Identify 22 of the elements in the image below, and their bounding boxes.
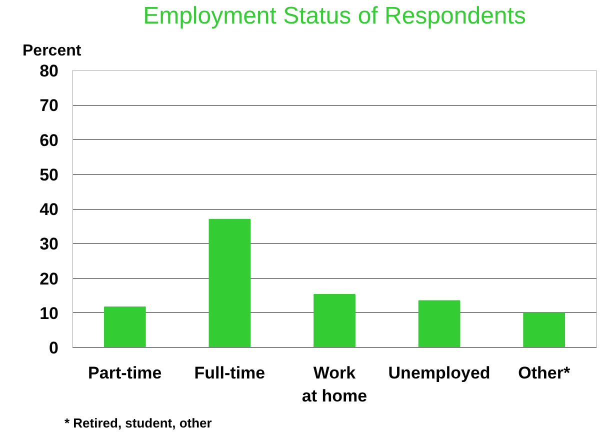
bar [418,300,460,348]
chart-title: Employment Status of Respondents [143,2,526,30]
x-tick-label: Unemployed [388,364,490,382]
y-tick-label: 60 [40,130,59,150]
y-tick-label: 70 [40,96,59,116]
bar [523,312,566,348]
bar [314,294,356,348]
y-tick-label: 40 [40,200,59,219]
x-tick-label: Other* [518,364,570,382]
y-tick-label: 0 [49,338,59,358]
x-tick-label: Work at home [302,364,368,406]
y-tick-label: 50 [40,165,59,184]
y-tick-label: 20 [40,269,59,288]
bar [208,218,251,348]
y-axis-title: Percent [22,42,82,60]
bar [104,306,146,348]
y-tick-label: 10 [40,304,59,323]
y-tick-label: 80 [40,62,59,80]
x-tick-label: Part-time [88,364,162,382]
x-tick-label: Full-time [194,364,266,382]
y-tick-label: 30 [40,234,59,254]
text: * Retired, student, other [64,416,212,430]
